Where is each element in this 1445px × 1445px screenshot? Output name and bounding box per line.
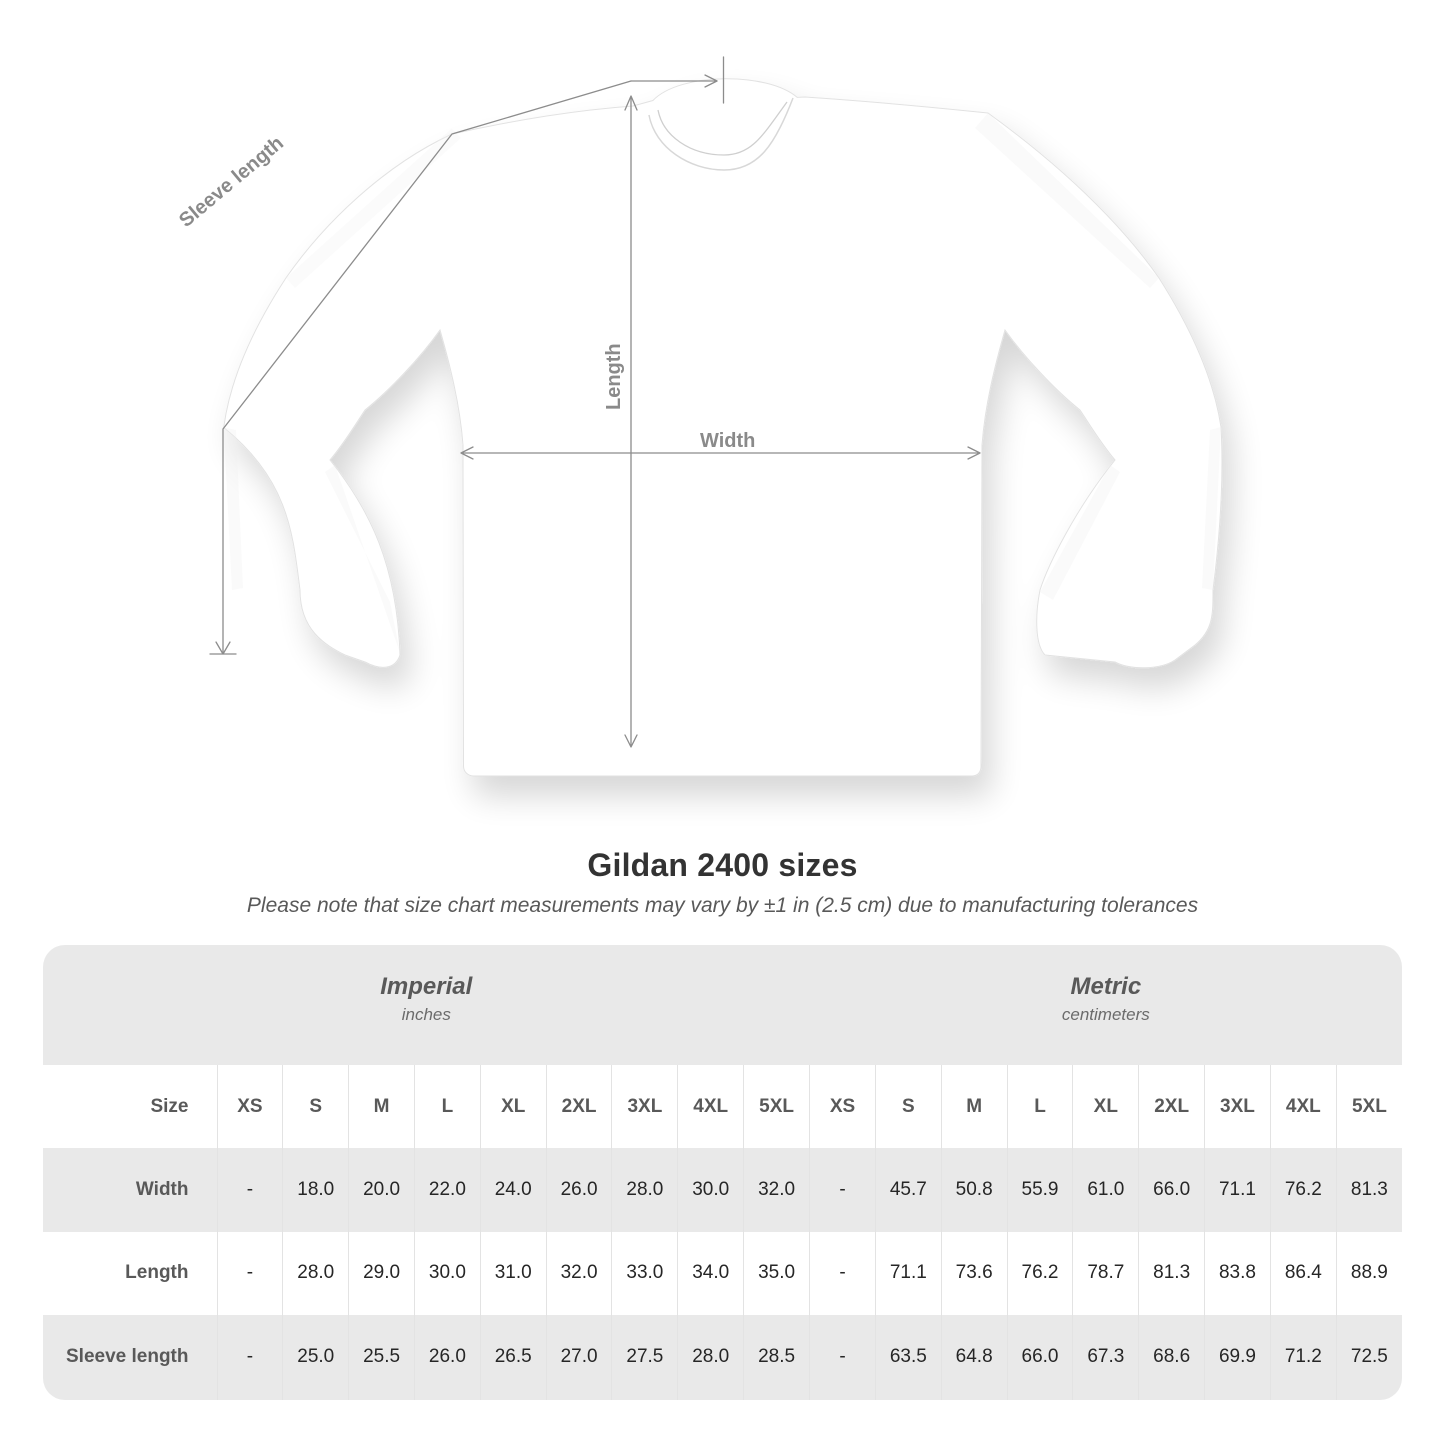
svg-text:Length: Length xyxy=(603,343,625,410)
svg-text:Width: Width xyxy=(700,430,755,452)
svg-text:Sleeve length: Sleeve length xyxy=(175,132,288,232)
